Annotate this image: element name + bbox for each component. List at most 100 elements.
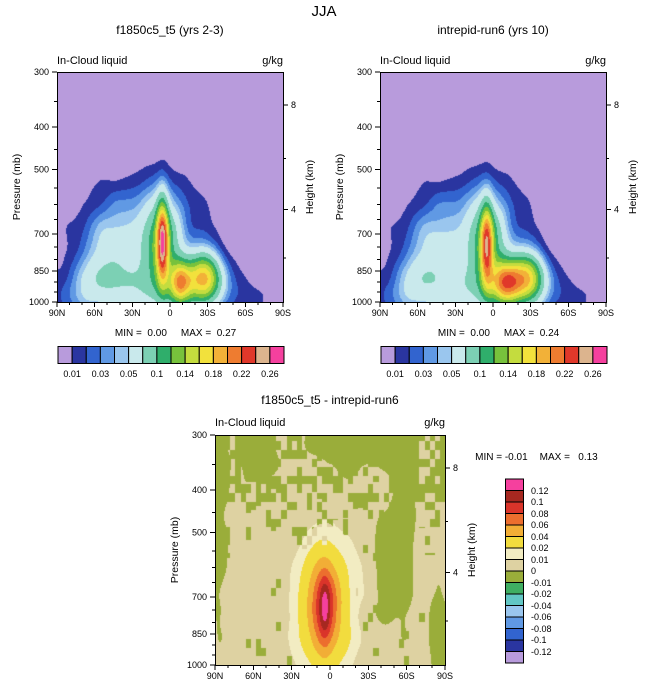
x-tick-label: 90N: [372, 308, 389, 318]
panel2-min: MIN = 0.00: [437, 328, 490, 339]
colorbar-tick-label: 0.26: [261, 369, 279, 379]
pressure-tick-label: 1000: [29, 297, 49, 307]
figure-title: JJA: [311, 3, 337, 20]
colorbar-tick-label: 0.06: [531, 520, 549, 530]
colorbar-swatch: [184, 346, 200, 364]
colorbar-panel2: 0.01 0.03 0.05 0.1 0.14 0.18 0.22 0.26: [380, 346, 608, 380]
x-tick-label: 90S: [598, 308, 614, 318]
height-tick-label: 8: [614, 100, 619, 110]
pressure-tick-label: 300: [357, 67, 372, 77]
colorbar-swatch: [505, 524, 524, 537]
colorbar-swatch: [394, 346, 410, 364]
colorbar-swatch: [564, 346, 580, 364]
height-tick-label: 8: [453, 463, 458, 473]
colorbar-swatch: [505, 490, 524, 503]
pressure-tick-label: 700: [192, 592, 207, 602]
x-tick-label: 30N: [447, 308, 464, 318]
pressure-axis-title: Pressure (mb): [11, 154, 23, 221]
x-tick-label: 90N: [207, 671, 224, 681]
colorbar-tick-label: -0.01: [531, 577, 552, 588]
colorbar-swatch: [198, 346, 214, 364]
panel3-minmax: MIN = -0.01 MAX = 0.13: [464, 441, 598, 474]
colorbar-tick-label: -0.06: [531, 612, 552, 622]
colorbar-swatch: [114, 346, 130, 364]
pressure-tick-label: 500: [357, 165, 372, 175]
pressure-tick-label: 850: [34, 266, 49, 276]
colorbar-swatch: [505, 593, 524, 606]
colorbar-tick-label: 0.05: [119, 369, 138, 379]
colorbar-swatch: [505, 513, 524, 526]
pressure-tick-label: 400: [34, 122, 49, 132]
x-tick-label: 0: [167, 308, 172, 318]
colorbar-swatch: [505, 605, 524, 618]
colorbar-tick-label: 0.04: [531, 531, 549, 542]
colorbar-swatch: [170, 346, 186, 364]
colorbar-tick-label: 0.26: [584, 369, 602, 379]
colorbar-swatch: [505, 651, 524, 664]
colorbar-swatch: [212, 346, 228, 364]
x-tick-label: 0: [490, 308, 495, 318]
colorbar-tick-label: 0.1: [150, 369, 164, 379]
colorbar-difference: 0.12 0.1 0.08 0.06 0.04 0.02 0.01 0 -0.01 -0.02 -0…: [505, 478, 575, 668]
colorbar-swatch: [99, 346, 115, 364]
colorbar-tick-label: 0.01: [531, 554, 549, 565]
colorbar-swatch: [142, 346, 158, 364]
x-tick-label: 60N: [409, 308, 426, 318]
x-tick-label: 90S: [437, 671, 453, 681]
colorbar-swatch: [85, 346, 101, 364]
colorbar-swatch: [505, 547, 524, 560]
pressure-tick-label: 500: [34, 165, 49, 175]
colorbar-swatch: [269, 346, 285, 364]
colorbar-swatch: [578, 346, 594, 364]
panel2-title: intrepid-run6 (yrs 10): [437, 23, 549, 37]
pressure-tick-label: 300: [192, 430, 207, 440]
colorbar-swatch: [592, 346, 608, 364]
plot-border: [380, 72, 607, 303]
colorbar-tick-label: 0.1: [531, 497, 544, 507]
colorbar-tick-label: 0.03: [91, 369, 110, 379]
plot-border: [57, 72, 284, 303]
panel1-title: f1850c5_t5 (yrs 2-3): [116, 23, 224, 37]
colorbar-swatch: [156, 346, 172, 364]
colorbar-swatch: [521, 346, 537, 364]
colorbar-tick-label: 0.22: [555, 369, 574, 379]
height-tick-label: 8: [291, 100, 296, 110]
colorbar-swatch: [71, 346, 87, 364]
x-tick-label: 0: [327, 671, 332, 681]
x-tick-label: 90N: [49, 308, 66, 318]
x-tick-label: 60S: [237, 308, 253, 318]
pressure-tick-label: 300: [34, 67, 49, 77]
pressure-axis-title: Pressure (mb): [169, 517, 181, 584]
pressure-tick-label: 1000: [352, 297, 372, 307]
colorbar-tick-label: 0.02: [531, 543, 549, 553]
x-tick-label: 60N: [245, 671, 262, 681]
pressure-tick-label: 400: [192, 485, 207, 495]
panel2-max: MAX = 0.24: [503, 328, 560, 339]
colorbar-swatch: [505, 628, 524, 641]
colorbar-tick-label: -0.08: [531, 623, 552, 634]
colorbar-swatch: [505, 570, 524, 583]
panel3-units: g/kg: [424, 417, 445, 429]
colorbar-swatch: [451, 346, 467, 364]
colorbar-swatch: [505, 501, 524, 514]
colorbar-swatch: [57, 346, 73, 364]
pressure-tick-label: 700: [34, 229, 49, 239]
colorbar-swatches: [57, 346, 285, 364]
colorbar-swatch: [507, 346, 523, 364]
colorbar-swatch: [227, 346, 243, 364]
pressure-tick-label: 500: [192, 528, 207, 538]
colorbar-tick-label: -0.04: [531, 600, 552, 611]
colorbar-swatch: [422, 346, 438, 364]
colorbar-tick-label: 0.05: [442, 369, 461, 379]
height-axis-title: Height (km): [304, 160, 316, 214]
colorbar-swatch: [505, 559, 524, 572]
colorbar-tick-label: 0.01: [63, 369, 81, 379]
height-tick-label: 4: [291, 205, 296, 215]
colorbar-tick-label: 0.03: [414, 369, 433, 379]
pressure-tick-label: 1000: [187, 660, 207, 670]
colorbar-panel1: 0.01 0.03 0.05 0.1 0.14 0.18 0.22 0.26: [57, 346, 285, 380]
plot-border: [215, 435, 446, 666]
panel1-units: g/kg: [262, 55, 283, 67]
